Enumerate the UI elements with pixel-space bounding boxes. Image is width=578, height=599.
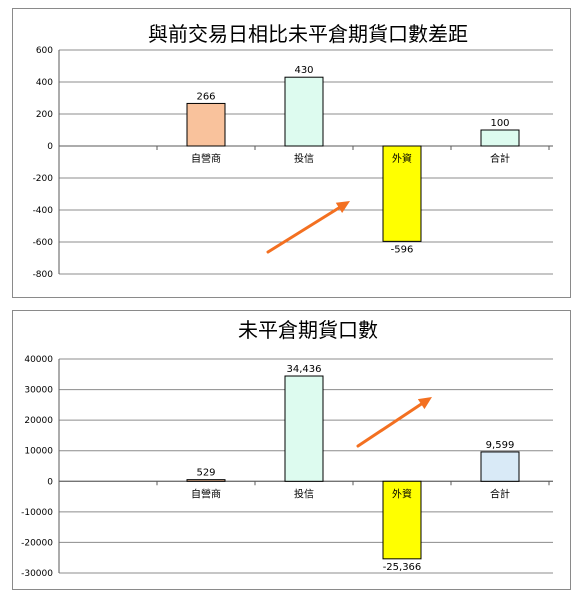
trend-arrow-shaft <box>356 402 423 448</box>
bar-自營商 <box>186 479 226 482</box>
y-tick-label: -10000 <box>21 508 53 518</box>
bar-投信 <box>284 76 324 147</box>
category-label: 合計 <box>490 152 510 165</box>
y-tick-label: 30000 <box>24 386 53 396</box>
data-label: -25,366 <box>383 562 422 573</box>
category-label: 合計 <box>490 487 510 500</box>
category-label: 投信 <box>294 152 314 165</box>
category-label: 自營商 <box>191 152 221 165</box>
bar-合計 <box>480 129 520 147</box>
bar-投信 <box>284 375 324 482</box>
data-label: 430 <box>294 65 313 76</box>
category-label: 自營商 <box>191 487 221 500</box>
data-label: 34,436 <box>287 364 322 375</box>
y-tick-label: -30000 <box>21 569 53 579</box>
category-label: 外資 <box>392 488 412 500</box>
chart-open-interest-svg: 未平倉期貨口數 40000 30000 20000 10000 0 -10000 -20000… <box>21 318 553 579</box>
chart-position-change: 與前交易日相比未平倉期貨口數差距 600 400 200 0 -200 -400 -600 -8… <box>33 22 553 280</box>
y-tick-label: 0 <box>47 477 53 487</box>
category-label: 外資 <box>392 153 412 165</box>
bar-外資 <box>382 145 422 242</box>
bar-合計 <box>480 451 520 482</box>
y-tick-label: 200 <box>36 110 53 120</box>
y-tick-label: 400 <box>36 78 53 88</box>
data-label: 266 <box>196 91 215 102</box>
data-label: 9,599 <box>486 440 515 451</box>
y-tick-label: 40000 <box>24 355 53 365</box>
y-tick-label: -600 <box>33 238 54 248</box>
trend-arrow-head <box>335 201 350 213</box>
y-tick-label: -800 <box>33 270 54 280</box>
chart-title: 與前交易日相比未平倉期貨口數差距 <box>148 22 468 46</box>
trend-arrow-head <box>417 397 432 410</box>
category-label: 投信 <box>294 487 314 500</box>
bar-自營商 <box>186 102 226 147</box>
chart-panel-position-change: 與前交易日相比未平倉期貨口數差距 600 400 200 0 -200 -400 -600 -8… <box>12 8 571 298</box>
data-label: -596 <box>391 244 414 255</box>
trend-arrow-shaft <box>266 206 341 254</box>
y-tick-label: -200 <box>33 174 54 184</box>
y-tick-label: -20000 <box>21 538 53 548</box>
bar-外資 <box>382 480 422 560</box>
y-tick-label: -400 <box>33 206 54 216</box>
data-label: 100 <box>490 118 509 129</box>
chart-title: 未平倉期貨口數 <box>238 318 378 342</box>
y-tick-label: 0 <box>47 142 53 152</box>
y-tick-label: 600 <box>36 46 53 56</box>
y-tick-label: 20000 <box>24 416 53 426</box>
chart-open-interest: 未平倉期貨口數 40000 30000 20000 10000 0 -10000 -20000… <box>12 310 571 590</box>
data-label: 529 <box>196 468 215 479</box>
y-tick-label: 10000 <box>24 447 53 457</box>
